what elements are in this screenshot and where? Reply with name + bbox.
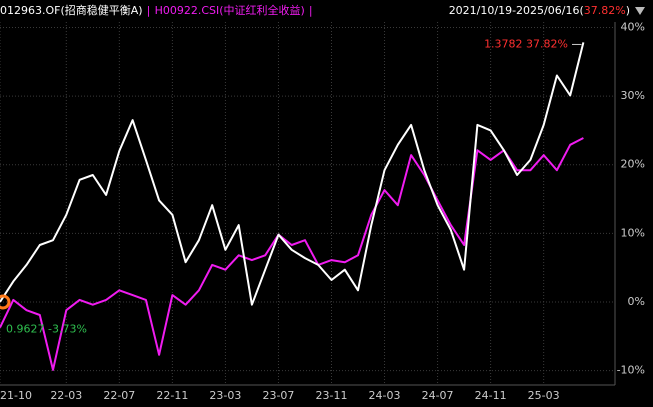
- x-tick-label: 24-03: [369, 389, 401, 402]
- x-tick-label: 22-03: [50, 389, 82, 402]
- x-tick-label: 25-03: [528, 389, 560, 402]
- x-tick-label: 23-11: [316, 389, 348, 402]
- x-tick-label: 22-07: [103, 389, 135, 402]
- x-tick-label: 21-10: [0, 389, 32, 402]
- end-annotation: 1.3782 37.82%: [484, 37, 568, 50]
- x-tick-label: 23-03: [209, 389, 241, 402]
- start-marker: [0, 294, 11, 310]
- series-line: [0, 42, 585, 306]
- x-tick-label: 23-07: [262, 389, 294, 402]
- period-range: 2021/10/19-2025/06/16(: [449, 4, 584, 17]
- y-tick-label: 20%: [621, 158, 645, 171]
- period: 2021/10/19-2025/06/16(37.82%): [449, 4, 630, 17]
- start-annotation: 0.9627 -3.73%: [6, 323, 87, 336]
- y-tick-label: 40%: [621, 20, 645, 33]
- period-return: 37.82%: [584, 4, 626, 17]
- labels: -10% 0% 10% 20% 30% 40% 21-10 22-03 22-07 22-11 23…: [0, 20, 645, 402]
- y-tick-label: 10%: [621, 226, 645, 239]
- plot: [0, 42, 585, 371]
- y-tick-label: 0%: [628, 295, 645, 308]
- x-tick-label: 24-11: [475, 389, 507, 402]
- legend-separator: |: [147, 4, 151, 17]
- y-tick-label: 30%: [621, 89, 645, 102]
- header: 012963.OF(招商稳健平衡A) | H00922.CSI(中证红利全收益)…: [0, 3, 645, 17]
- legend-separator: |: [309, 4, 313, 17]
- y-tick-label: -10%: [617, 364, 645, 377]
- period-close: ): [626, 4, 630, 17]
- dropdown-icon[interactable]: [635, 7, 645, 15]
- x-tick-label: 24-07: [422, 389, 454, 402]
- legend-entry: 012963.OF(招商稳健平衡A): [0, 3, 143, 17]
- legend-entry: H00922.CSI(中证红利全收益): [155, 3, 305, 17]
- x-tick-label: 22-11: [156, 389, 188, 402]
- series-line: [0, 137, 584, 371]
